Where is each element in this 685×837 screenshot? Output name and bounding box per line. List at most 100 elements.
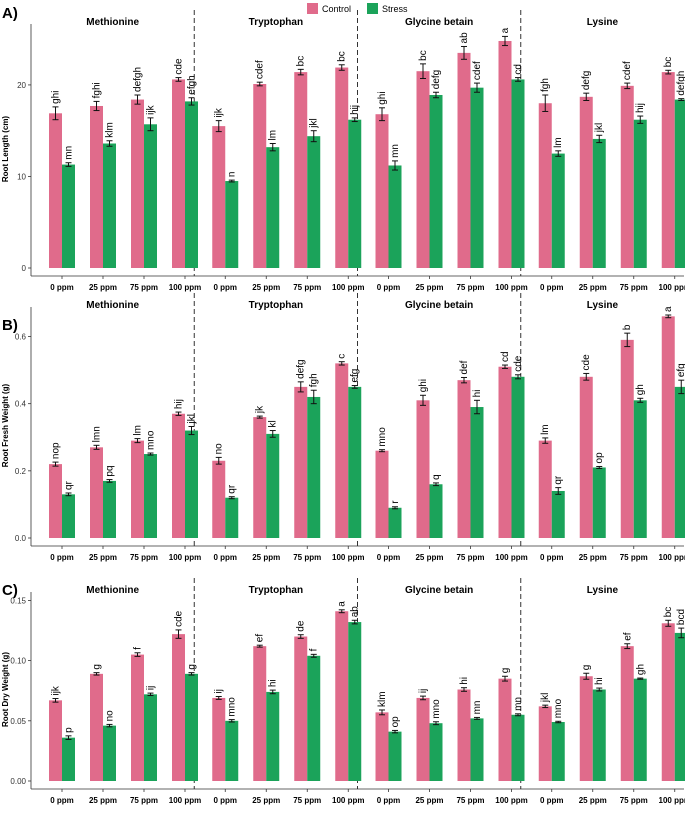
bar-stress xyxy=(633,119,647,268)
significance-label: r xyxy=(390,500,401,504)
bar-control xyxy=(457,689,471,781)
bar-stress xyxy=(144,454,157,538)
x-tick-label: 0 ppm xyxy=(377,553,401,562)
significance-label: qr xyxy=(553,475,564,485)
significance-label: mno xyxy=(431,699,442,719)
x-tick-label: 100 ppm xyxy=(659,796,685,805)
significance-label: ij xyxy=(418,689,429,693)
significance-label: cd xyxy=(500,351,511,362)
significance-label: jk xyxy=(255,405,266,414)
significance-label: defg xyxy=(296,359,307,378)
significance-label: bc xyxy=(663,607,674,618)
significance-label: bc xyxy=(337,51,348,62)
y-tick-label: 0.15 xyxy=(10,596,26,605)
significance-label: op xyxy=(390,716,401,728)
bar-stress xyxy=(185,101,198,269)
significance-label: ef xyxy=(622,632,633,641)
bar-control xyxy=(375,114,389,268)
x-tick-label: 100 ppm xyxy=(169,796,201,805)
significance-label: cde xyxy=(174,58,185,75)
significance-label: g xyxy=(500,668,511,674)
significance-label: hi xyxy=(594,677,605,685)
significance-label: hi xyxy=(268,679,279,687)
significance-label: no xyxy=(105,710,116,722)
significance-label: hi xyxy=(459,677,470,685)
significance-label: n xyxy=(227,172,238,178)
bar-stress xyxy=(633,678,647,781)
bar-control xyxy=(335,67,349,269)
bar-stress xyxy=(348,622,362,781)
significance-label: p xyxy=(64,727,75,733)
significance-label: nop xyxy=(51,442,62,459)
significance-label: jkl xyxy=(309,118,320,128)
significance-label: defg xyxy=(581,71,592,90)
significance-label: cd xyxy=(513,64,524,75)
significance-label: jkl xyxy=(540,693,551,703)
significance-label: bcd xyxy=(676,609,685,625)
x-tick-label: 0 ppm xyxy=(377,796,401,805)
x-tick-label: 75 ppm xyxy=(620,553,648,562)
bar-control xyxy=(212,460,226,538)
significance-label: fgh xyxy=(540,78,551,92)
bar-control xyxy=(90,447,103,538)
x-tick-label: 0 ppm xyxy=(213,283,237,292)
panel-1: B) Root Fresh Weight (g) 0.0 0.2 0.4 0.6 Methi… xyxy=(1,293,685,562)
bar-control xyxy=(49,464,62,538)
significance-label: ij xyxy=(146,686,157,690)
x-tick-label: 0 ppm xyxy=(377,283,401,292)
bar-control xyxy=(498,40,512,268)
significance-label: qr xyxy=(64,480,75,490)
bar-stress xyxy=(511,79,525,268)
bar-control xyxy=(457,52,471,269)
x-tick-label: 0 ppm xyxy=(540,553,564,562)
y-tick-label: 0.4 xyxy=(15,400,27,409)
significance-label: lm xyxy=(553,137,564,148)
significance-label: a xyxy=(663,306,674,312)
bar-stress xyxy=(388,165,402,268)
bar-stress xyxy=(185,673,198,781)
bar-stress xyxy=(429,484,443,538)
significance-label: q xyxy=(431,474,442,480)
significance-label: bc xyxy=(296,56,307,67)
bar-control xyxy=(253,646,267,781)
bar-stress xyxy=(225,181,239,268)
bar-stress xyxy=(470,718,484,781)
bar-stress xyxy=(266,147,280,268)
facet-title: Tryptophan xyxy=(249,300,303,311)
x-tick-label: 100 ppm xyxy=(169,553,201,562)
significance-label: mn xyxy=(64,146,75,160)
bar-control xyxy=(457,380,471,538)
y-tick-label: 0.05 xyxy=(10,717,26,726)
significance-label: ghi xyxy=(51,91,62,104)
legend-swatch-stress xyxy=(367,3,378,14)
significance-label: ef xyxy=(255,634,266,643)
significance-label: jkl xyxy=(594,123,605,133)
bar-stress xyxy=(62,164,75,268)
significance-label: qr xyxy=(227,484,238,494)
x-tick-label: 75 ppm xyxy=(130,796,158,805)
significance-label: cdef xyxy=(622,61,633,80)
bar-stress xyxy=(144,694,157,781)
bar-stress xyxy=(225,497,239,538)
significance-label: mno xyxy=(553,698,564,718)
significance-label: klm xyxy=(377,691,388,707)
bar-control xyxy=(172,79,185,268)
significance-label: lm xyxy=(133,425,144,436)
bar-control xyxy=(661,316,675,538)
significance-label: bc xyxy=(418,50,429,61)
significance-label: ab xyxy=(459,32,470,44)
significance-label: bc xyxy=(663,57,674,68)
significance-label: defgh xyxy=(676,71,685,96)
significance-label: mn xyxy=(513,697,524,711)
bar-control xyxy=(294,386,308,538)
significance-label: no xyxy=(214,443,225,455)
bar-control xyxy=(416,400,430,538)
x-tick-label: 0 ppm xyxy=(540,283,564,292)
bar-stress xyxy=(62,494,75,538)
bar-stress xyxy=(307,655,321,781)
bar-stress xyxy=(511,714,525,781)
bar-control xyxy=(212,126,226,268)
facet-title: Lysine xyxy=(587,585,619,596)
x-tick-label: 75 ppm xyxy=(130,283,158,292)
bar-stress xyxy=(103,143,116,268)
